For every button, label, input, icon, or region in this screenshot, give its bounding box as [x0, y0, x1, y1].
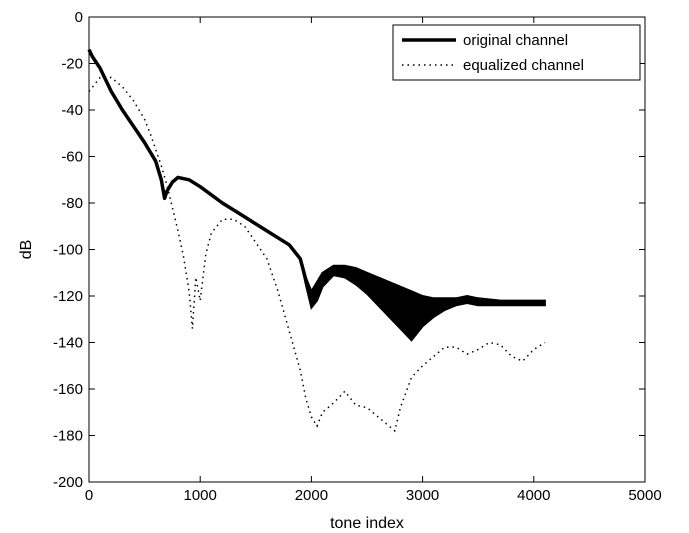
x-axis-label: tone index — [330, 515, 404, 532]
legend-box — [392, 24, 641, 81]
series-equalized-channel — [88, 76, 546, 433]
x-tick-label: 5000 — [628, 487, 661, 504]
y-tick-label: -100 — [53, 242, 83, 259]
plot-frame — [88, 16, 646, 483]
x-tick-label: 3000 — [406, 487, 439, 504]
legend-label-original: original channel — [463, 32, 568, 49]
y-tick-label: -160 — [53, 381, 83, 398]
y-tick-label: -40 — [61, 102, 83, 119]
y-tick-label: -200 — [53, 474, 83, 491]
y-tick-label: -180 — [53, 428, 83, 445]
y-tick-label: -120 — [53, 288, 83, 305]
legend-label-equalized: equalized channel — [463, 57, 584, 74]
y-tick-label: -140 — [53, 335, 83, 352]
ticks-layer: 0 1000 2000 3000 4000 5000 0 -20 -40 -60 -80 -100 -1… — [53, 9, 662, 504]
x-tick-label: 2000 — [295, 487, 328, 504]
y-tick-label: 0 — [75, 9, 83, 26]
x-tick-label: 1000 — [184, 487, 217, 504]
y-tick-label: -20 — [61, 56, 83, 73]
legend: original channel equalized channel — [392, 24, 641, 81]
series-original-channel — [87, 48, 545, 335]
y-tick-label: -60 — [61, 149, 83, 166]
y-axis-label: dB — [18, 240, 35, 260]
series-original-channel-envelope — [88, 49, 546, 342]
y-tick-label: -80 — [61, 195, 83, 212]
series-layer — [87, 48, 546, 433]
x-tick-label: 4000 — [517, 487, 550, 504]
x-tick-label: 0 — [85, 487, 93, 504]
